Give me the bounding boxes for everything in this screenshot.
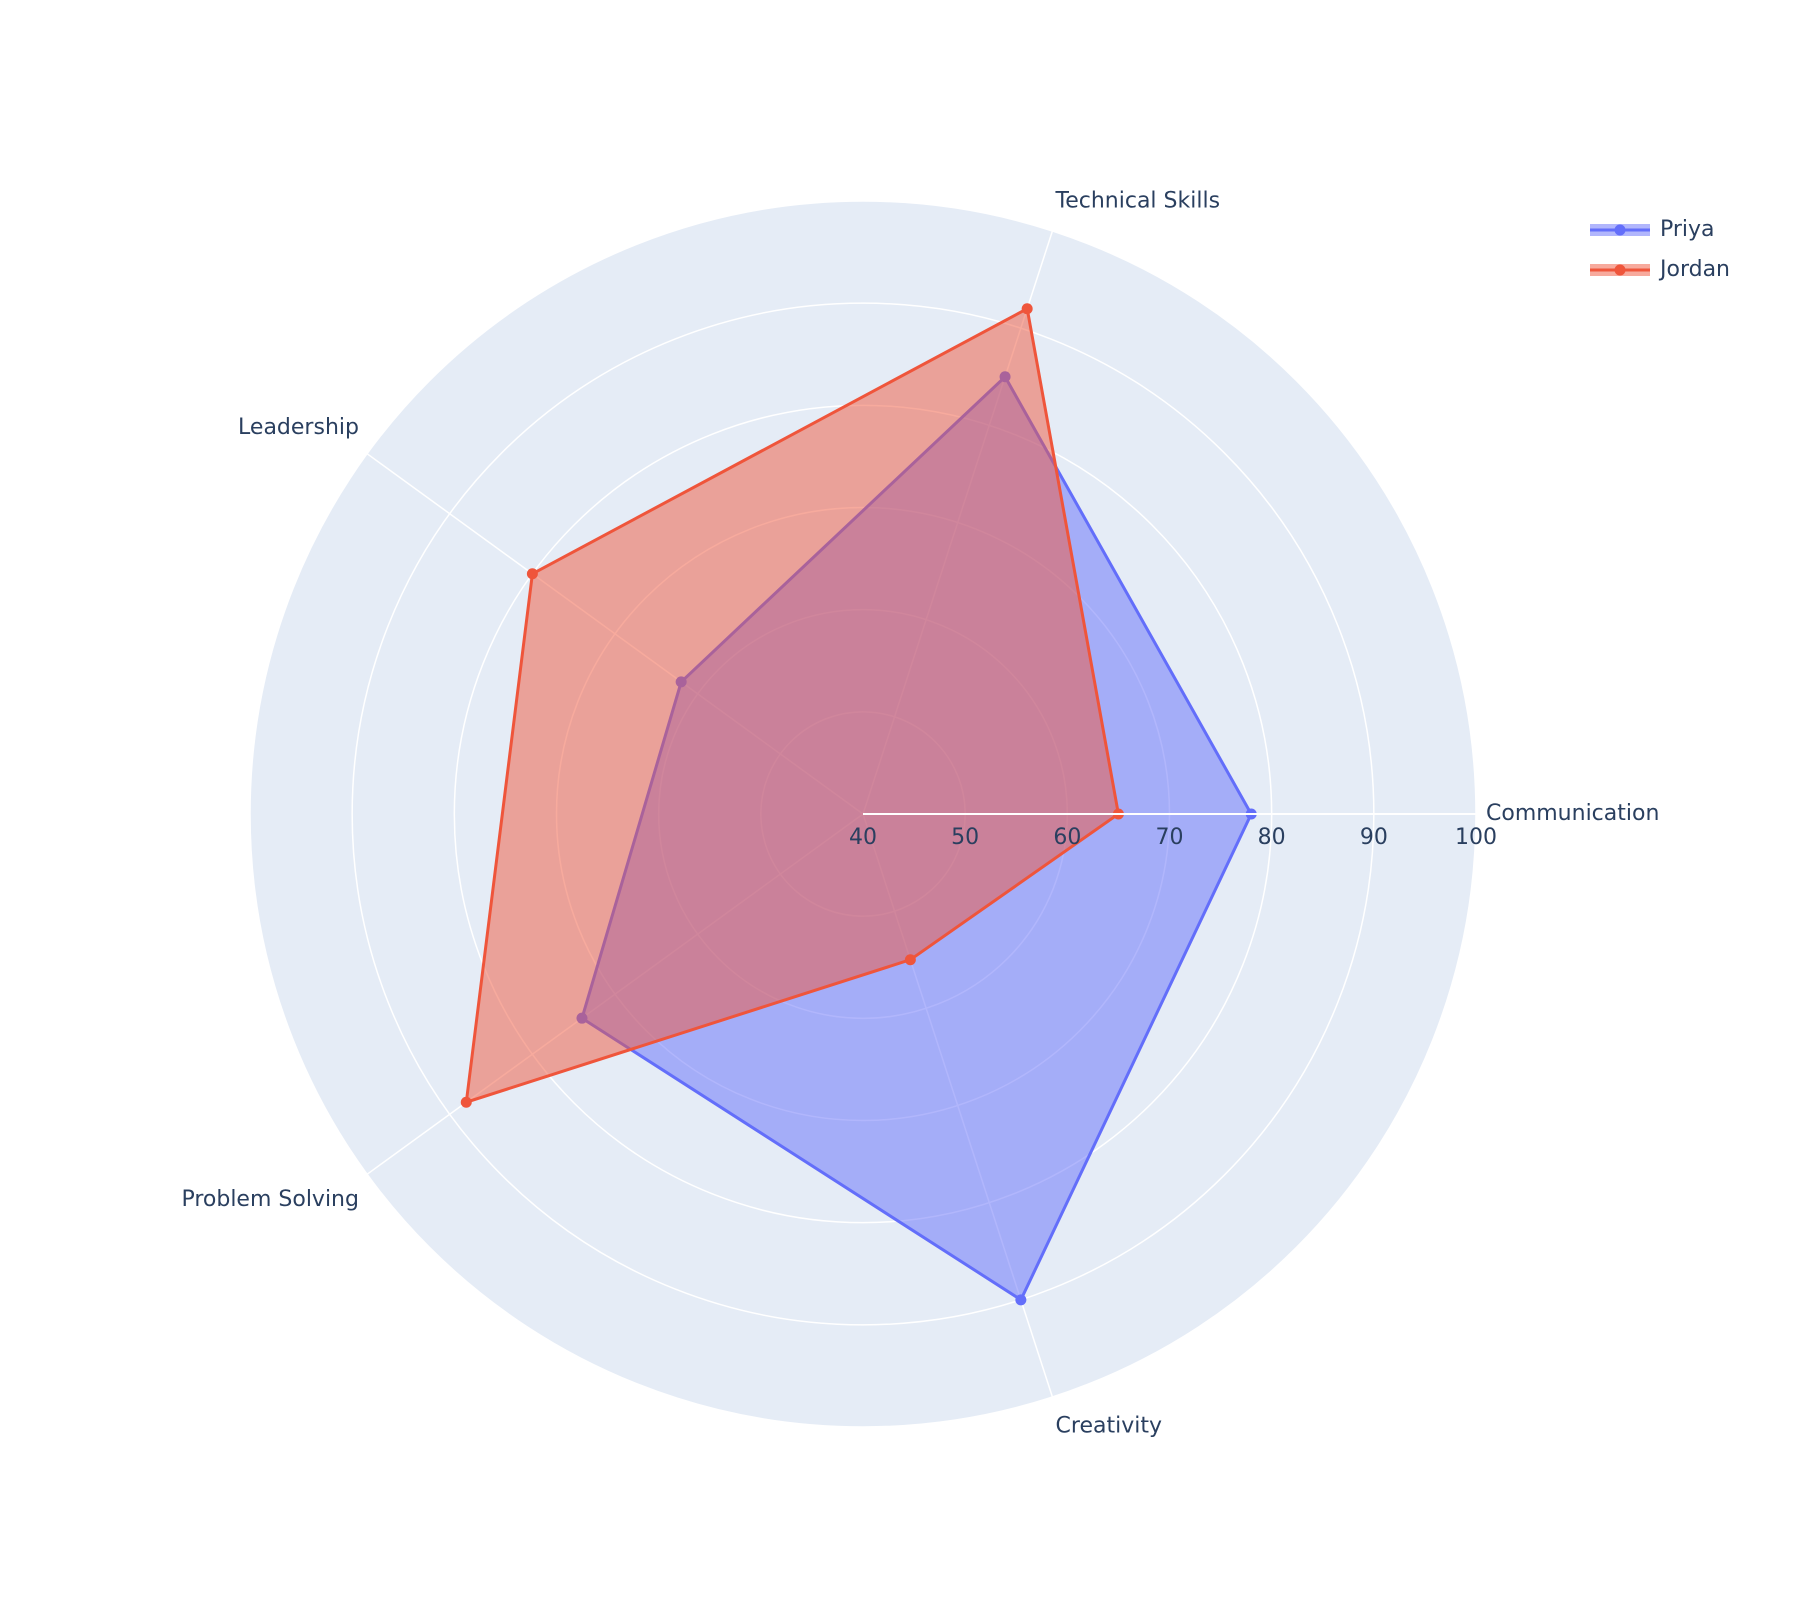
- radial-tick-label: 80: [1258, 825, 1286, 850]
- legend-marker: [1614, 224, 1626, 236]
- angular-label: Technical Skills: [1055, 188, 1221, 213]
- radial-tick-label: 70: [1156, 825, 1184, 850]
- radial-tick-label: 50: [951, 825, 979, 850]
- point: [904, 954, 916, 966]
- point: [460, 1096, 472, 1108]
- point: [526, 568, 538, 580]
- point: [1015, 1294, 1027, 1306]
- radial-tick-label: 100: [1455, 825, 1497, 850]
- radial-tick-label: 90: [1360, 825, 1388, 850]
- legend-marker: [1614, 264, 1626, 276]
- legend-label: Priya: [1660, 217, 1715, 242]
- series-area: [464, 306, 1121, 1105]
- angular-label: Communication: [1486, 801, 1659, 826]
- angular-label: Creativity: [1056, 1414, 1162, 1439]
- radial-tick-label: 40: [849, 825, 877, 850]
- radial-tick-label: 60: [1053, 825, 1081, 850]
- legend-label: Jordan: [1658, 257, 1730, 282]
- angular-label: Problem Solving: [181, 1187, 359, 1212]
- angular-label: Leadership: [238, 415, 359, 440]
- point: [1021, 303, 1033, 315]
